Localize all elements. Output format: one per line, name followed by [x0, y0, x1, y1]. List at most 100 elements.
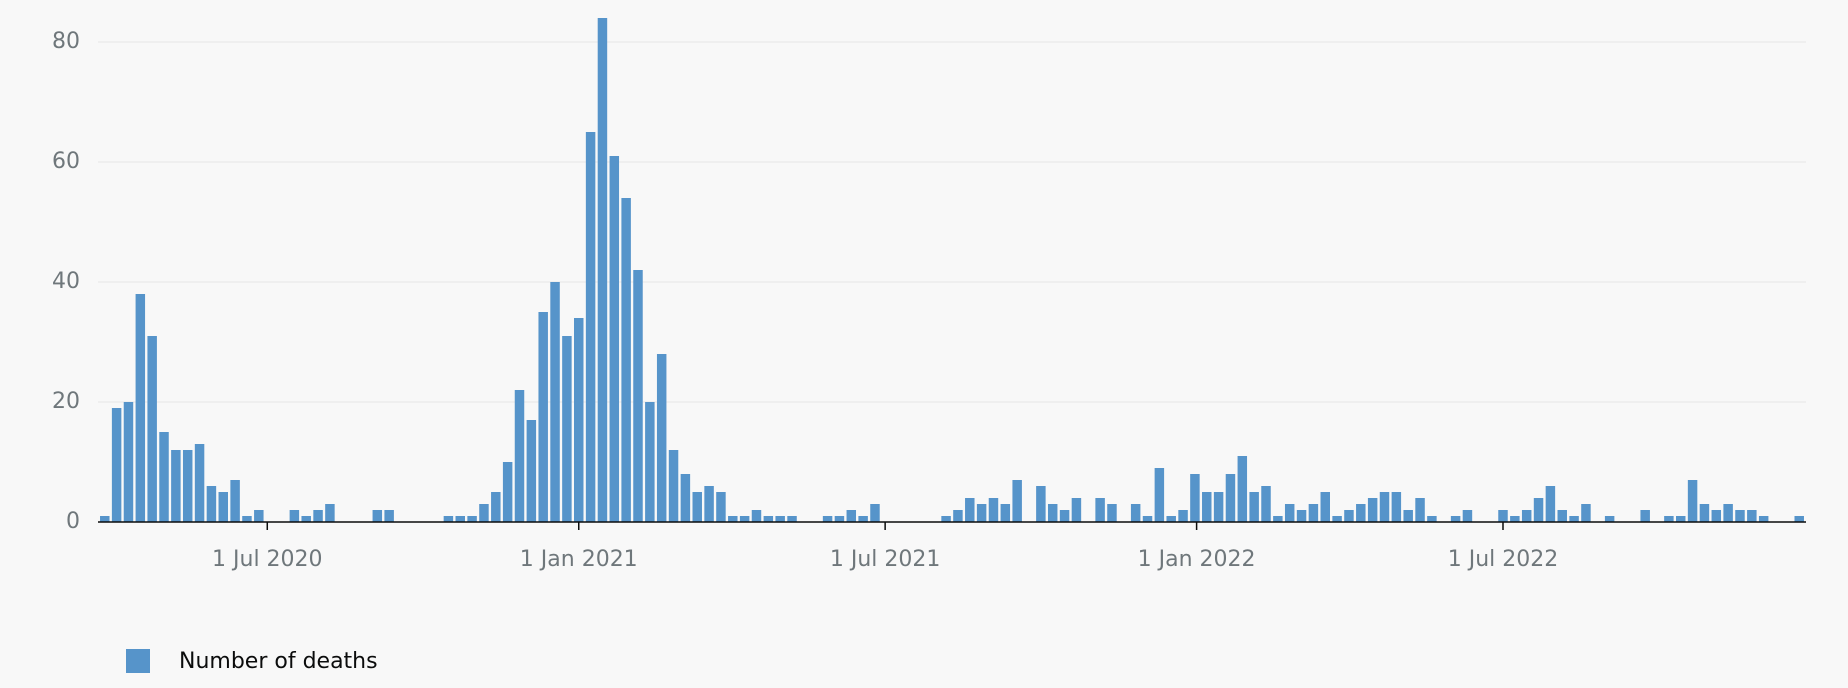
bar	[194, 444, 205, 522]
bar	[1510, 516, 1520, 522]
bar	[1699, 504, 1710, 522]
y-tick-label: 20	[52, 389, 80, 414]
bar	[372, 510, 383, 522]
bar	[1403, 510, 1413, 522]
bar	[609, 156, 620, 522]
bar	[1225, 474, 1236, 522]
bar	[1296, 510, 1307, 522]
bar	[514, 390, 525, 522]
bar	[1557, 510, 1567, 522]
bar	[1604, 516, 1615, 522]
bar	[123, 402, 134, 522]
bar	[111, 408, 122, 522]
bar	[775, 516, 785, 522]
bar	[325, 504, 335, 522]
y-tick-label: 0	[66, 509, 80, 534]
bar	[1379, 492, 1390, 522]
x-tick-label: 1 Jan 2021	[520, 547, 638, 572]
bar	[467, 516, 477, 522]
bar	[668, 450, 679, 522]
bar	[1735, 510, 1745, 522]
bar	[1640, 510, 1650, 522]
y-tick-label: 60	[52, 149, 80, 174]
bar	[1332, 516, 1342, 522]
bar	[218, 492, 229, 522]
bar	[562, 336, 572, 522]
bar	[1012, 480, 1022, 522]
bar	[680, 474, 691, 522]
bar	[585, 132, 596, 522]
bar	[1000, 504, 1011, 522]
bar	[846, 510, 857, 522]
bar	[479, 504, 489, 522]
bar	[1569, 516, 1579, 522]
bar	[1107, 504, 1117, 522]
bar	[455, 516, 465, 522]
bar	[1462, 510, 1473, 522]
bar	[739, 516, 750, 522]
bar	[822, 516, 833, 522]
x-tick-label: 1 Jul 2021	[830, 547, 941, 572]
bar	[1711, 510, 1722, 522]
bar	[953, 510, 963, 522]
bar	[597, 18, 608, 522]
bar	[1178, 510, 1188, 522]
bar	[728, 516, 738, 522]
bar	[1415, 498, 1425, 522]
bar	[100, 516, 110, 522]
x-tick-label: 1 Jul 2022	[1448, 547, 1559, 572]
bar	[751, 510, 762, 522]
bar	[254, 510, 264, 522]
bar	[1794, 516, 1804, 522]
bar	[1095, 498, 1105, 522]
bar	[1545, 486, 1556, 522]
bar	[502, 462, 513, 522]
legend-text: Number of deaths	[179, 649, 378, 674]
bar	[242, 516, 252, 522]
bar	[1071, 498, 1082, 522]
bar	[1142, 516, 1153, 522]
bar	[870, 504, 880, 522]
bar	[1166, 516, 1176, 522]
y-tick-label: 40	[52, 269, 80, 294]
bar	[1450, 516, 1461, 522]
bar	[1154, 468, 1165, 522]
bar	[1190, 474, 1200, 522]
bar	[1249, 492, 1259, 522]
bar	[1059, 510, 1070, 522]
bar	[704, 486, 714, 522]
bar	[206, 486, 217, 522]
bar	[550, 282, 560, 522]
bar	[1675, 516, 1686, 522]
bar	[1036, 486, 1046, 522]
bar	[1202, 492, 1212, 522]
bar	[1273, 516, 1283, 522]
bar	[1130, 504, 1141, 522]
bar	[1047, 504, 1058, 522]
bar	[159, 432, 169, 522]
bar	[1664, 516, 1674, 522]
bar	[1344, 510, 1354, 522]
bar	[1308, 504, 1319, 522]
bar	[301, 516, 311, 522]
bar	[858, 516, 868, 522]
bar	[1213, 492, 1224, 522]
bar	[1356, 504, 1366, 522]
bar	[526, 420, 537, 522]
bar	[1367, 498, 1378, 522]
bar	[147, 336, 157, 522]
bar	[230, 480, 240, 522]
bar	[1427, 516, 1437, 522]
bar	[656, 354, 667, 522]
bar	[1391, 492, 1402, 522]
bar	[965, 498, 975, 522]
x-tick-label: 1 Jan 2022	[1138, 547, 1256, 572]
bar	[289, 510, 300, 522]
bar	[692, 492, 702, 522]
bar	[538, 312, 548, 522]
bar	[1581, 504, 1591, 522]
bar	[976, 504, 987, 522]
bar	[171, 450, 181, 522]
